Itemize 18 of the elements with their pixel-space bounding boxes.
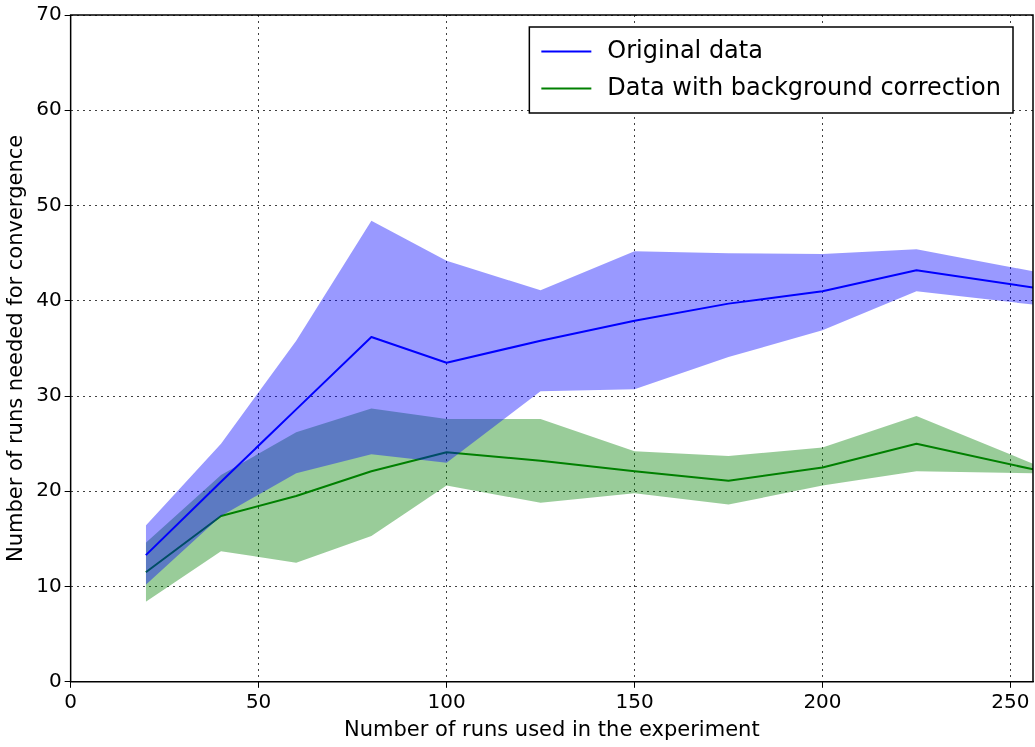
x-tick-label: 200 — [803, 689, 842, 713]
x-tick-label: 250 — [991, 689, 1030, 713]
legend-label: Data with background correction — [607, 72, 1001, 101]
y-axis-title: Number of runs needed for convergence — [3, 134, 28, 562]
y-tick-label: 40 — [36, 286, 62, 311]
x-tick-label: 100 — [427, 689, 466, 713]
y-tick-label: 0 — [48, 668, 62, 692]
legend-label: Original data — [607, 35, 763, 64]
x-tick-label: 150 — [615, 689, 654, 713]
x-tick-label: 50 — [245, 689, 272, 713]
y-tick-label: 60 — [36, 96, 62, 121]
x-axis-title: Number of runs used in the experiment — [344, 716, 760, 741]
y-tick-label: 20 — [36, 477, 62, 502]
y-tick-label: 10 — [36, 572, 62, 597]
x-tick-label: 0 — [64, 689, 78, 713]
y-tick-label: 30 — [36, 382, 62, 407]
y-tick-label: 50 — [36, 191, 62, 216]
y-tick-label: 70 — [36, 1, 62, 26]
